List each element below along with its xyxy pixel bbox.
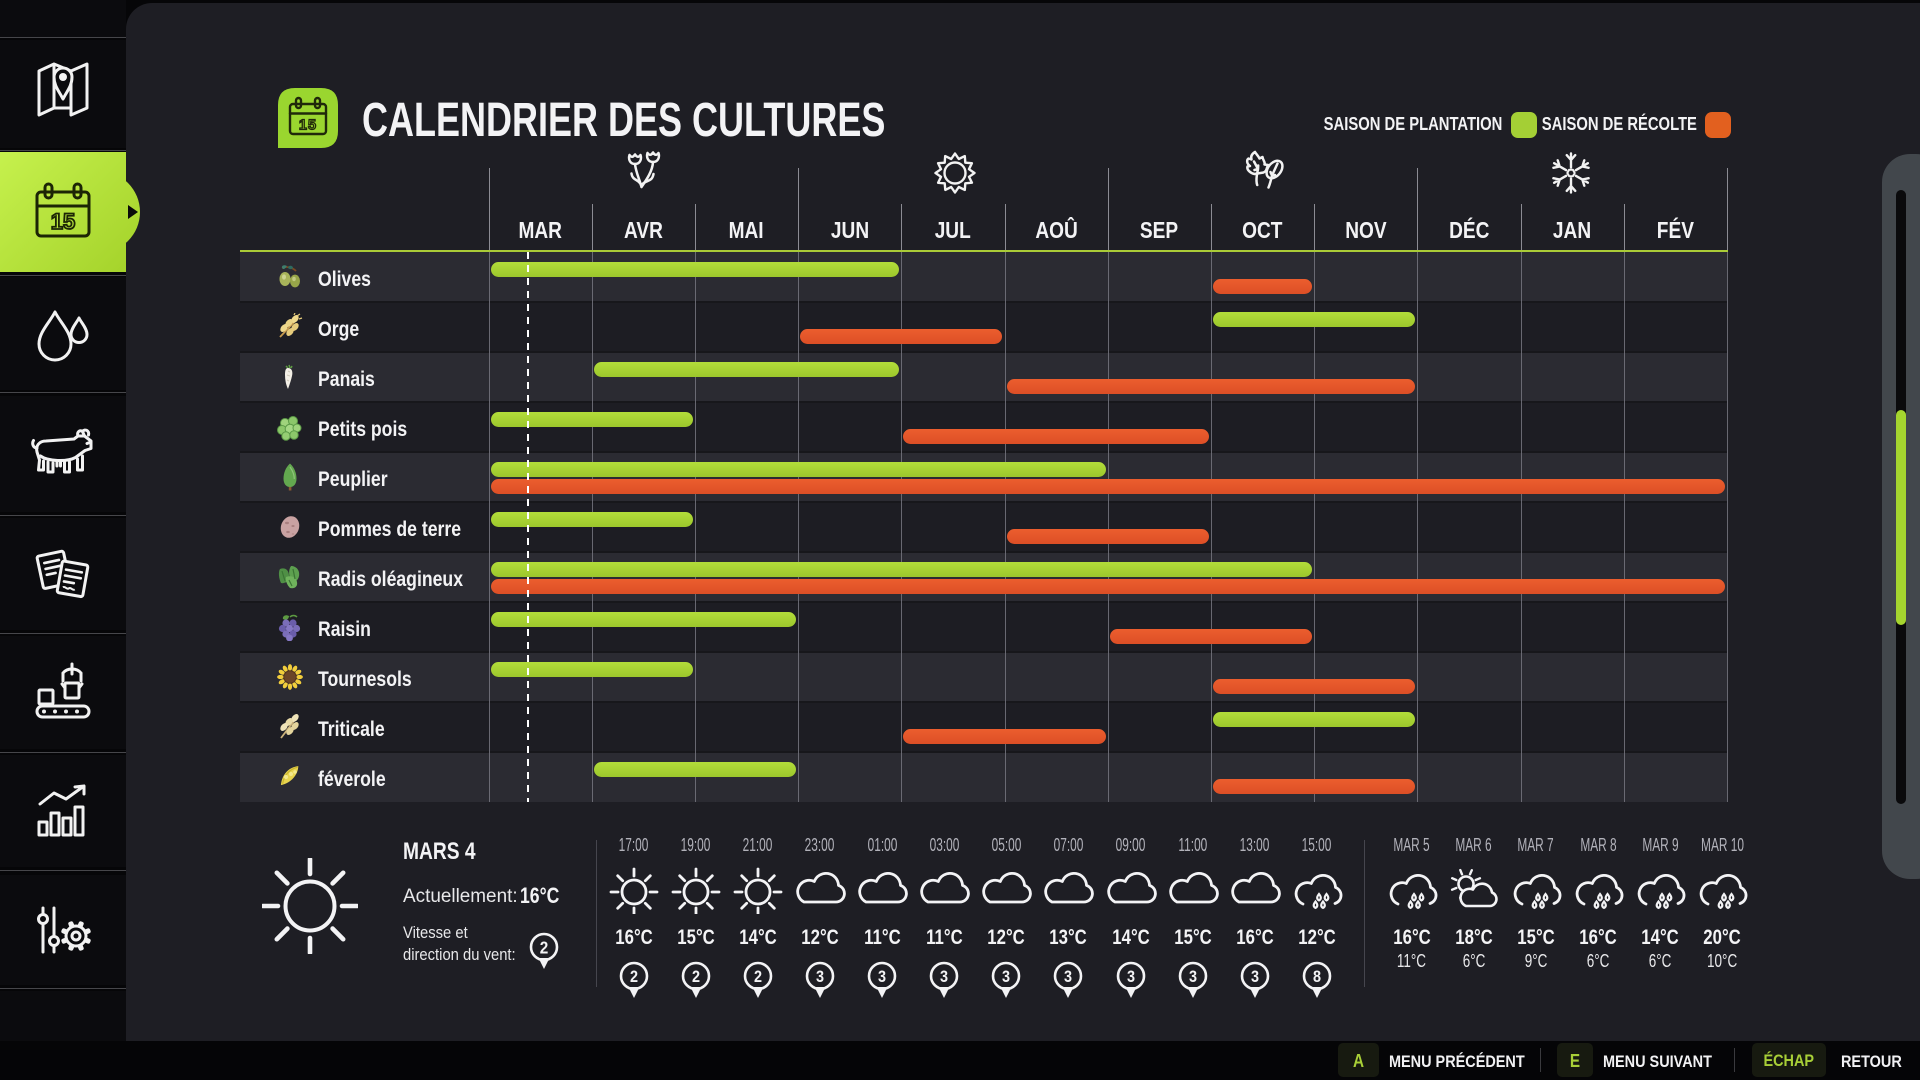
svg-text:3: 3	[940, 968, 948, 986]
svg-text:2: 2	[630, 968, 638, 986]
svg-text:3: 3	[1189, 968, 1197, 986]
svg-text:3: 3	[1002, 968, 1010, 986]
svg-text:3: 3	[1064, 968, 1072, 986]
svg-text:15: 15	[51, 209, 75, 234]
svg-text:2: 2	[540, 937, 549, 957]
svg-text:8: 8	[1313, 968, 1321, 986]
svg-text:3: 3	[1251, 968, 1259, 986]
svg-text:3: 3	[878, 968, 886, 986]
svg-text:2: 2	[754, 968, 762, 986]
svg-text:15: 15	[299, 118, 317, 134]
svg-text:3: 3	[816, 968, 824, 986]
svg-text:2: 2	[692, 968, 700, 986]
svg-text:3: 3	[1127, 968, 1135, 986]
